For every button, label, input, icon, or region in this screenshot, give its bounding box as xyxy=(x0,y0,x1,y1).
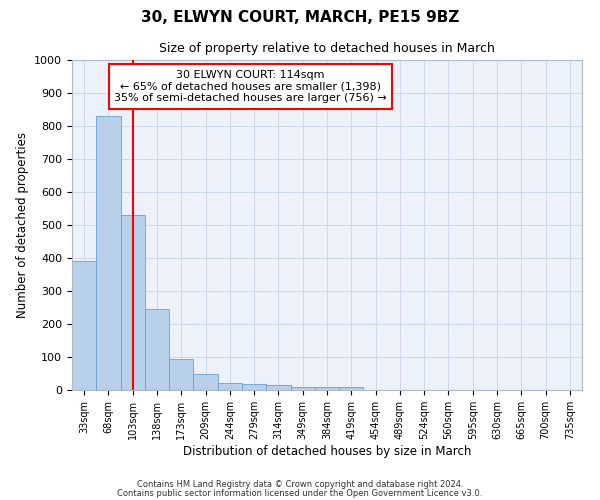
Bar xyxy=(290,386,315,390)
Bar xyxy=(121,215,145,390)
Bar xyxy=(315,388,339,390)
X-axis label: Distribution of detached houses by size in March: Distribution of detached houses by size … xyxy=(183,444,471,458)
Y-axis label: Number of detached properties: Number of detached properties xyxy=(16,132,29,318)
Bar xyxy=(72,262,96,390)
Bar xyxy=(96,116,121,390)
Text: Contains public sector information licensed under the Open Government Licence v3: Contains public sector information licen… xyxy=(118,488,482,498)
Text: 30, ELWYN COURT, MARCH, PE15 9BZ: 30, ELWYN COURT, MARCH, PE15 9BZ xyxy=(141,10,459,25)
Title: Size of property relative to detached houses in March: Size of property relative to detached ho… xyxy=(159,42,495,54)
Bar xyxy=(169,358,193,390)
Bar xyxy=(193,374,218,390)
Text: Contains HM Land Registry data © Crown copyright and database right 2024.: Contains HM Land Registry data © Crown c… xyxy=(137,480,463,489)
Bar xyxy=(266,386,290,390)
Bar xyxy=(145,309,169,390)
Bar xyxy=(218,382,242,390)
Bar xyxy=(339,388,364,390)
Bar xyxy=(242,384,266,390)
Text: 30 ELWYN COURT: 114sqm
← 65% of detached houses are smaller (1,398)
35% of semi-: 30 ELWYN COURT: 114sqm ← 65% of detached… xyxy=(114,70,387,103)
